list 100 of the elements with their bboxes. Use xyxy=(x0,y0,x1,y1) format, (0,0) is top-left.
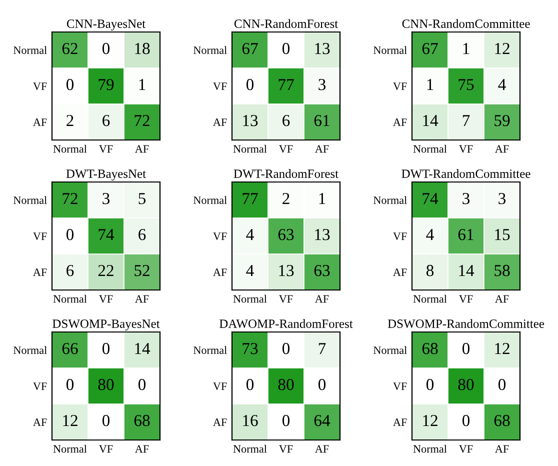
data-label: 0 xyxy=(462,342,470,354)
y-tick-label: Normal xyxy=(374,196,407,204)
data-label: 12 xyxy=(495,42,510,54)
chart-title: DSWOMP-BayesNet xyxy=(52,320,160,331)
data-label: 1 xyxy=(319,193,326,204)
data-label: 6 xyxy=(102,114,110,126)
data-label: 3 xyxy=(462,192,470,204)
x-tick-label: Normal xyxy=(233,144,267,153)
data-label: 63 xyxy=(278,228,294,240)
chart-title: CNN-RandomForest xyxy=(234,19,338,28)
y-tick-label: VF xyxy=(33,82,47,90)
data-label: 68 xyxy=(494,414,510,426)
x-tick-label: VF xyxy=(459,295,473,303)
data-label: 13 xyxy=(315,228,330,240)
y-tick-label: VF xyxy=(33,232,47,240)
x-tick-label: AF xyxy=(315,295,329,303)
chart-title: DWT-BayesNet xyxy=(66,170,146,181)
data-label: 12 xyxy=(423,414,438,426)
data-label: 3 xyxy=(102,192,110,204)
y-tick-label: VF xyxy=(393,382,407,390)
data-label: 66 xyxy=(62,342,78,354)
data-label: 80 xyxy=(278,378,294,390)
data-label: 0 xyxy=(102,42,110,54)
data-label: 0 xyxy=(246,78,254,90)
y-tick-label: AF xyxy=(213,118,227,126)
data-label: 6 xyxy=(282,114,290,126)
data-label: 18 xyxy=(135,42,150,54)
data-label: 79 xyxy=(98,78,114,90)
data-label: 77 xyxy=(242,193,258,204)
data-label: 13 xyxy=(315,42,330,54)
data-label: 5 xyxy=(138,193,146,204)
y-tick-label: Normal xyxy=(14,46,47,54)
chart-title: CNN-BayesNet xyxy=(66,20,146,31)
data-label: 59 xyxy=(494,114,510,126)
data-label: 13 xyxy=(243,114,258,126)
y-tick-label: AF xyxy=(33,268,47,276)
data-label: 0 xyxy=(462,414,470,426)
data-label: 7 xyxy=(462,115,470,126)
x-tick-label: AF xyxy=(315,145,329,153)
data-label: 61 xyxy=(458,228,474,240)
x-tick-label: VF xyxy=(99,295,113,303)
chart-title: DWT-RandomCommittee xyxy=(402,169,530,178)
y-tick-label: Normal xyxy=(194,46,227,54)
y-tick-label: VF xyxy=(213,382,227,390)
data-label: 64 xyxy=(314,414,330,426)
data-label: 0 xyxy=(66,378,74,390)
data-label: 0 xyxy=(498,378,506,390)
data-label: 58 xyxy=(494,264,510,276)
data-label: 74 xyxy=(98,229,114,240)
data-label: 0 xyxy=(426,378,434,390)
x-tick-label: VF xyxy=(99,445,113,453)
data-label: 6 xyxy=(66,264,74,276)
x-tick-label: AF xyxy=(135,445,149,453)
x-tick-label: Normal xyxy=(413,294,447,303)
data-label: 0 xyxy=(102,414,110,426)
data-label: 13 xyxy=(279,264,294,276)
data-label: 77 xyxy=(278,79,294,90)
x-tick-label: Normal xyxy=(53,444,87,453)
data-label: 73 xyxy=(242,342,258,354)
data-label: 14 xyxy=(423,115,438,126)
data-label: 0 xyxy=(318,378,326,390)
y-tick-label: Normal xyxy=(194,196,227,204)
y-tick-label: AF xyxy=(213,268,227,276)
data-label: 4 xyxy=(498,79,506,90)
x-tick-label: AF xyxy=(495,145,509,153)
x-tick-label: VF xyxy=(279,145,293,153)
y-tick-label: Normal xyxy=(374,346,407,354)
data-label: 1 xyxy=(139,79,146,90)
x-tick-label: Normal xyxy=(53,144,87,153)
chart-title: DAWOMP-RandomForest xyxy=(220,319,353,328)
data-label: 14 xyxy=(135,343,150,354)
data-label: 3 xyxy=(498,192,506,204)
data-label: 52 xyxy=(134,264,150,276)
y-tick-label: AF xyxy=(213,418,227,426)
x-tick-label: AF xyxy=(495,295,509,303)
y-tick-label: AF xyxy=(393,418,407,426)
data-label: 72 xyxy=(134,114,150,126)
y-tick-label: AF xyxy=(33,418,47,426)
data-label: 0 xyxy=(282,414,290,426)
data-label: 68 xyxy=(422,342,438,354)
x-tick-label: Normal xyxy=(233,444,267,453)
y-tick-label: VF xyxy=(213,232,227,240)
data-label: 0 xyxy=(282,42,290,54)
data-label: 22 xyxy=(98,264,114,276)
data-label: 75 xyxy=(458,79,474,90)
data-label: 12 xyxy=(63,414,78,426)
x-tick-label: VF xyxy=(279,445,293,453)
data-label: 0 xyxy=(66,78,74,90)
y-tick-label: Normal xyxy=(374,46,407,54)
data-label: 68 xyxy=(134,414,150,426)
x-tick-label: Normal xyxy=(233,294,267,303)
x-tick-label: Normal xyxy=(53,294,87,303)
y-tick-label: Normal xyxy=(14,346,47,354)
data-label: 62 xyxy=(62,42,78,54)
data-label: 12 xyxy=(495,342,510,354)
data-label: 63 xyxy=(314,264,330,276)
y-tick-label: Normal xyxy=(14,196,47,204)
chart-title: CNN-RandomCommittee xyxy=(402,19,530,28)
x-tick-label: VF xyxy=(99,145,113,153)
chart-title: DWT-RandomForest xyxy=(234,169,338,178)
